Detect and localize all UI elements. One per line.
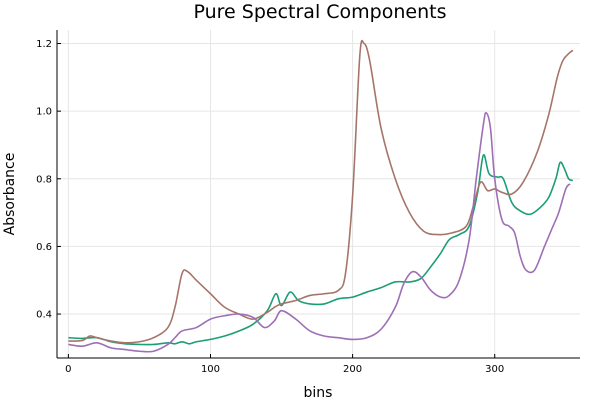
chart-title: Pure Spectral Components — [194, 1, 447, 23]
y-tick-label: 1.2 — [36, 39, 52, 50]
series-line-2 — [68, 39, 574, 344]
x-tick-label: 200 — [343, 364, 362, 375]
x-axis-label: bins — [304, 385, 333, 400]
y-axis-label: Absorbance — [2, 153, 18, 236]
x-tick-label: 100 — [201, 364, 220, 375]
series-line-1 — [68, 154, 574, 346]
ticks: 0 100 200 300 0.4 0.6 0.8 1.0 1.2 — [36, 39, 504, 375]
y-tick-label: 0.6 — [36, 242, 52, 253]
axes — [56, 30, 580, 359]
x-tick-label: 300 — [485, 364, 504, 375]
y-tick-label: 0.8 — [36, 174, 52, 185]
x-tick-label: 0 — [65, 364, 71, 375]
grid — [57, 30, 580, 358]
series-layer — [68, 39, 574, 353]
y-tick-label: 1.0 — [36, 107, 52, 118]
y-tick-label: 0.4 — [36, 310, 52, 321]
series-line-3 — [68, 111, 571, 353]
